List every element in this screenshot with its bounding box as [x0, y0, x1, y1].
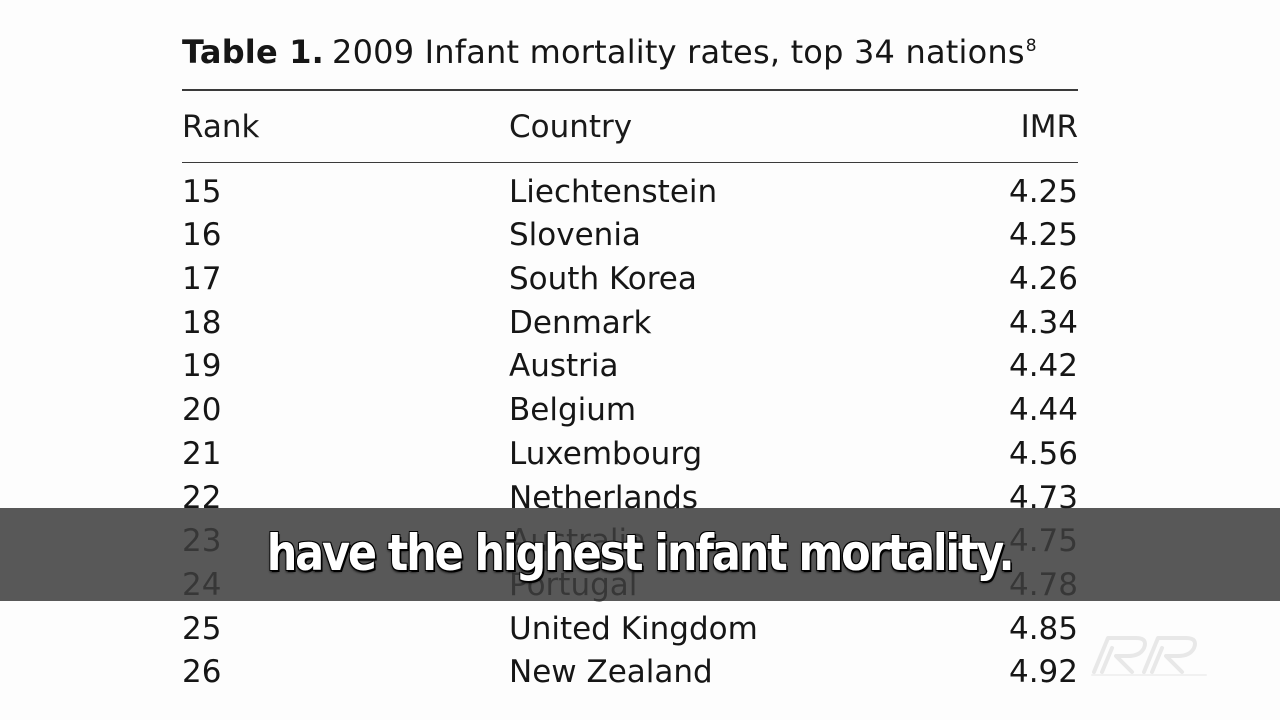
table-row: 18 Denmark 4.34: [0, 302, 1280, 346]
table-row: 16 Slovenia 4.25: [0, 214, 1280, 258]
column-header-imr: IMR: [1020, 109, 1078, 145]
country-cell: New Zealand: [509, 654, 713, 691]
rank-cell: 20: [182, 392, 222, 429]
table-title-text: 2009 Infant mortality rates, top 34 nati…: [332, 33, 1025, 71]
table-row: 19 Austria 4.42: [0, 345, 1280, 389]
footnote-marker: 8: [1025, 36, 1037, 56]
rr-logo-icon: [1091, 636, 1207, 676]
table-row: 17 South Korea 4.26: [0, 258, 1280, 302]
rank-cell: 18: [182, 304, 222, 341]
country-cell: Denmark: [509, 304, 652, 341]
rank-cell: 21: [182, 435, 222, 472]
imr-cell: 4.56: [1008, 435, 1078, 472]
table-row: 20 Belgium 4.44: [0, 389, 1280, 433]
table-row: 25 United Kingdom 4.85: [0, 608, 1280, 652]
rank-cell: 19: [182, 348, 222, 385]
rank-cell: 16: [182, 217, 222, 254]
imr-cell: 4.44: [1008, 392, 1078, 429]
imr-cell: 4.26: [1008, 261, 1078, 298]
table-row: 21 Luxembourg 4.56: [0, 433, 1280, 477]
imr-cell: 4.34: [1008, 304, 1078, 341]
country-cell: Austria: [509, 348, 619, 385]
country-cell: Liechtenstein: [509, 173, 718, 210]
table-top-rule: [182, 89, 1078, 91]
imr-cell: 4.42: [1008, 348, 1078, 385]
country-cell: Belgium: [509, 392, 637, 429]
table-row: 26 New Zealand 4.92: [0, 651, 1280, 695]
rank-cell: 14: [182, 164, 221, 171]
table-row: 15 Liechtenstein 4.25: [0, 171, 1280, 215]
country-cell: South Korea: [509, 261, 697, 298]
imr-cell: 4.25: [1008, 173, 1078, 210]
country-cell: Israel: [509, 164, 594, 171]
table-label: Table 1.: [182, 33, 325, 71]
subtitle-bar: have the highest infant mortality.: [0, 508, 1280, 601]
column-header-rank: Rank: [182, 109, 260, 145]
imr-cell: 4.85: [1008, 610, 1078, 647]
table-body: 14 Israel 4.22 15 Liechtenstein 4.25 16 Sloveni…: [0, 164, 1280, 695]
rank-cell: 15: [182, 173, 222, 210]
header-rule: [182, 162, 1078, 163]
imr-cell: 4.22: [1009, 164, 1078, 171]
column-header-country: Country: [509, 109, 633, 145]
table-row: 14 Israel 4.22: [0, 164, 1280, 171]
subtitle-text: have the highest infant mortality.: [267, 524, 1015, 582]
imr-cell: 4.92: [1008, 654, 1078, 691]
table-title: Table 1. 2009 Infant mortality rates, top…: [182, 30, 1037, 74]
imr-cell: 4.25: [1008, 217, 1078, 254]
rank-cell: 26: [182, 654, 222, 691]
country-cell: United Kingdom: [509, 610, 758, 647]
rank-cell: 17: [182, 261, 222, 298]
rank-cell: 25: [182, 610, 222, 647]
country-cell: Slovenia: [509, 217, 641, 254]
country-cell: Luxembourg: [509, 435, 703, 472]
